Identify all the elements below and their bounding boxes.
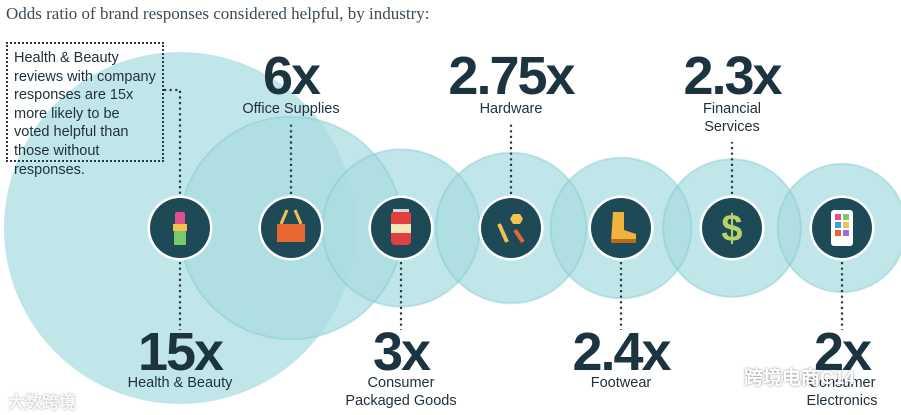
bubble-edge-consumer-electronics	[776, 162, 901, 294]
value-health-and-beauty: 15x	[138, 322, 224, 382]
nut-shape	[510, 214, 523, 224]
watermark-left: 大数跨境	[8, 393, 76, 412]
dollar-glyph: $	[721, 208, 742, 250]
boot-shape	[611, 212, 636, 242]
dollar-icon: $	[699, 195, 765, 261]
value-office-supplies: 6x	[263, 46, 321, 106]
app-tile	[843, 222, 849, 228]
phone-icon	[809, 195, 875, 261]
value-consumer-packaged-goods: 3x	[373, 322, 431, 382]
wechat-icon	[712, 368, 738, 389]
value-financial-services: 2.3x	[683, 46, 782, 106]
soda-can-icon	[368, 195, 434, 261]
value-footwear: 2.4x	[572, 322, 671, 382]
icon-disc	[481, 198, 541, 258]
lipstick-tip	[175, 212, 185, 225]
category-label-office-supplies: Office Supplies	[242, 101, 339, 117]
icon-layer: $	[147, 195, 875, 261]
binder-clip-icon	[258, 195, 324, 261]
clip-wire	[279, 209, 303, 225]
boot-icon	[588, 195, 654, 261]
bolts-icon	[478, 195, 544, 261]
watermark-right-text: 跨境电商C14	[744, 368, 855, 389]
lipstick-case	[174, 231, 186, 245]
category-label-financial-services-2: Services	[704, 119, 760, 135]
category-label-footwear: Footwear	[591, 375, 652, 391]
category-label-financial-services-1: Financial	[703, 101, 761, 117]
app-tile	[843, 214, 849, 220]
icon-disc	[702, 198, 762, 258]
category-label-consumer-electronics-1: Consumer	[809, 375, 876, 391]
watermark-right: 跨境电商C14	[712, 363, 855, 390]
lipstick-icon	[147, 195, 213, 261]
bubble-edge-footwear	[549, 156, 693, 300]
can-lid	[393, 209, 409, 212]
can-label	[391, 224, 411, 233]
phone-body	[831, 210, 853, 246]
category-label-health-and-beauty: Health & Beauty	[128, 375, 234, 391]
app-tile	[835, 230, 841, 236]
boot-sole	[611, 239, 636, 243]
connector-layer	[164, 88, 844, 330]
category-label-consumer-packaged-goods-2: Packaged Goods	[345, 393, 456, 409]
category-label-consumer-packaged-goods-1: Consumer	[368, 375, 435, 391]
callout-connector	[164, 88, 182, 194]
bolt-left	[497, 223, 509, 243]
value-hardware: 2.75x	[448, 46, 575, 106]
chart-title: Odds ratio of brand responses considered…	[6, 4, 430, 23]
category-label-consumer-electronics-2: Electronics	[807, 393, 878, 409]
lipstick-band	[173, 224, 187, 231]
app-tile	[835, 214, 841, 220]
clip-body	[277, 224, 305, 242]
value-consumer-electronics: 2x	[814, 322, 872, 382]
app-tile	[843, 230, 849, 236]
bolt-right	[513, 228, 525, 244]
category-label-hardware: Hardware	[480, 101, 543, 117]
health-beauty-callout: Health & Beauty reviews with company res…	[6, 42, 164, 178]
app-tile	[835, 222, 841, 228]
